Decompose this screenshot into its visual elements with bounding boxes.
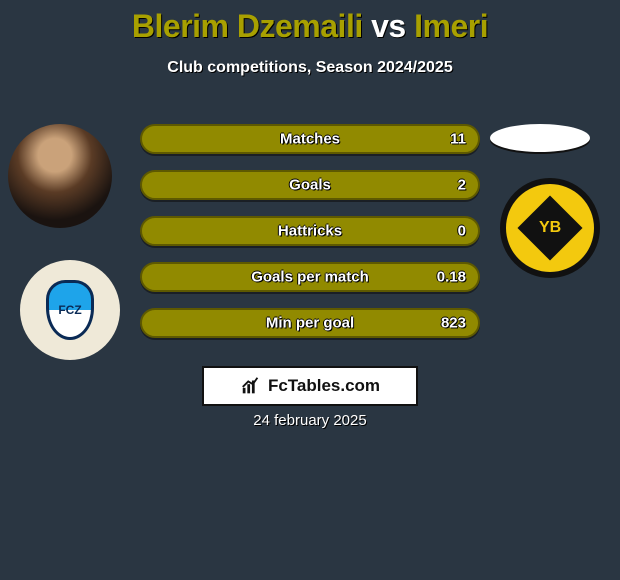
stat-value: 0.18: [437, 269, 466, 286]
stat-value: 823: [441, 315, 466, 332]
stat-value: 2: [458, 177, 466, 194]
subtitle: Club competitions, Season 2024/2025: [0, 59, 620, 77]
chart-icon: [240, 375, 262, 397]
page-title: Blerim Dzemaili vs Imeri: [0, 0, 620, 45]
stat-label: Matches: [280, 131, 340, 148]
player1-avatar: [8, 124, 112, 228]
stat-bar: Goals per match 0.18: [140, 262, 480, 292]
player1-name: Blerim Dzemaili: [132, 8, 363, 44]
team-left-badge-text: FCZ: [58, 303, 81, 317]
stat-label: Min per goal: [266, 315, 354, 332]
stat-bar: Goals 2: [140, 170, 480, 200]
team-right-badge-text: YB: [539, 219, 561, 237]
player2-avatar: [490, 124, 590, 152]
stat-bar: Matches 11: [140, 124, 480, 154]
stat-bar: Hattricks 0: [140, 216, 480, 246]
stat-value: 0: [458, 223, 466, 240]
brand-text: FcTables.com: [268, 376, 380, 396]
stat-label: Goals: [289, 177, 331, 194]
brand-box: FcTables.com: [202, 366, 418, 406]
team-right-badge: YB: [500, 178, 600, 278]
team-left-badge: FCZ: [20, 260, 120, 360]
stat-bar: Min per goal 823: [140, 308, 480, 338]
vs-separator: vs: [371, 8, 406, 44]
stat-label: Hattricks: [278, 223, 342, 240]
stat-value: 11: [450, 131, 466, 148]
stat-label: Goals per match: [251, 269, 369, 286]
date-footer: 24 february 2025: [0, 412, 620, 429]
stat-bars: Matches 11 Goals 2 Hattricks 0 Goals per…: [140, 124, 480, 354]
player2-name: Imeri: [414, 8, 488, 44]
